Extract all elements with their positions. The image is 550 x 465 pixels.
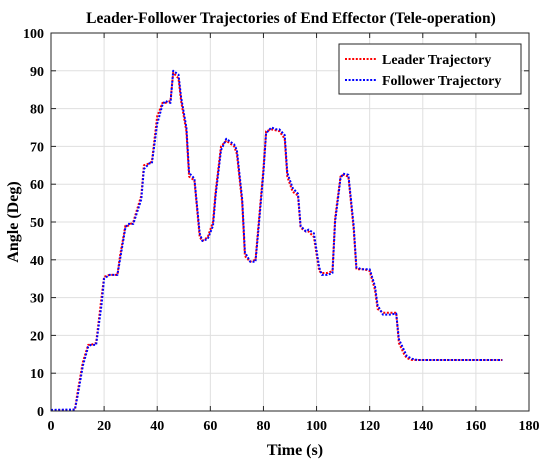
chart-title: Leader-Follower Trajectories of End Effe… — [86, 10, 496, 27]
y-tick-label: 60 — [30, 178, 44, 193]
legend: Leader Trajectory Follower Trajectory — [338, 43, 522, 95]
y-tick-label: 70 — [30, 140, 44, 155]
series-lines — [50, 69, 503, 412]
x-tick-label: 160 — [465, 419, 486, 434]
tick-marks — [50, 32, 530, 412]
y-tick-label: 100 — [23, 27, 44, 42]
legend-label-leader: Leader Trajectory — [382, 53, 491, 68]
x-tick-label: 0 — [48, 419, 55, 434]
x-tick-label: 20 — [97, 419, 111, 434]
y-tick-label: 40 — [30, 254, 44, 269]
y-tick-label: 10 — [30, 367, 44, 382]
y-tick-label: 80 — [30, 103, 44, 118]
x-tick-label: 120 — [359, 419, 380, 434]
x-axis-label: Time (s) — [267, 442, 323, 459]
x-tick-label: 40 — [150, 419, 164, 434]
x-tick-label: 140 — [412, 419, 433, 434]
y-tick-label: 20 — [30, 329, 44, 344]
grid — [50, 32, 530, 412]
y-tick-labels: 0 10 20 30 40 50 60 70 80 90 100 — [23, 27, 44, 420]
legend-items: Leader Trajectory Follower Trajectory — [345, 53, 501, 89]
plot-area: 0 20 40 60 80 100 120 140 160 180 0 10 20 30 40 50 60 70… — [23, 27, 540, 434]
y-tick-label: 50 — [30, 216, 44, 231]
y-tick-label: 90 — [30, 65, 44, 80]
x-tick-label: 180 — [519, 419, 540, 434]
x-tick-label: 100 — [306, 419, 327, 434]
legend-box — [338, 43, 522, 95]
follower-trajectory-line — [50, 69, 503, 411]
x-tick-label: 80 — [256, 419, 270, 434]
y-tick-label: 0 — [37, 405, 44, 420]
x-tick-label: 60 — [203, 419, 217, 434]
y-tick-label: 30 — [30, 292, 44, 307]
y-axis-label: Angle (Deg) — [5, 181, 22, 262]
x-tick-labels: 0 20 40 60 80 100 120 140 160 180 — [48, 419, 540, 434]
legend-label-follower: Follower Trajectory — [382, 74, 501, 89]
